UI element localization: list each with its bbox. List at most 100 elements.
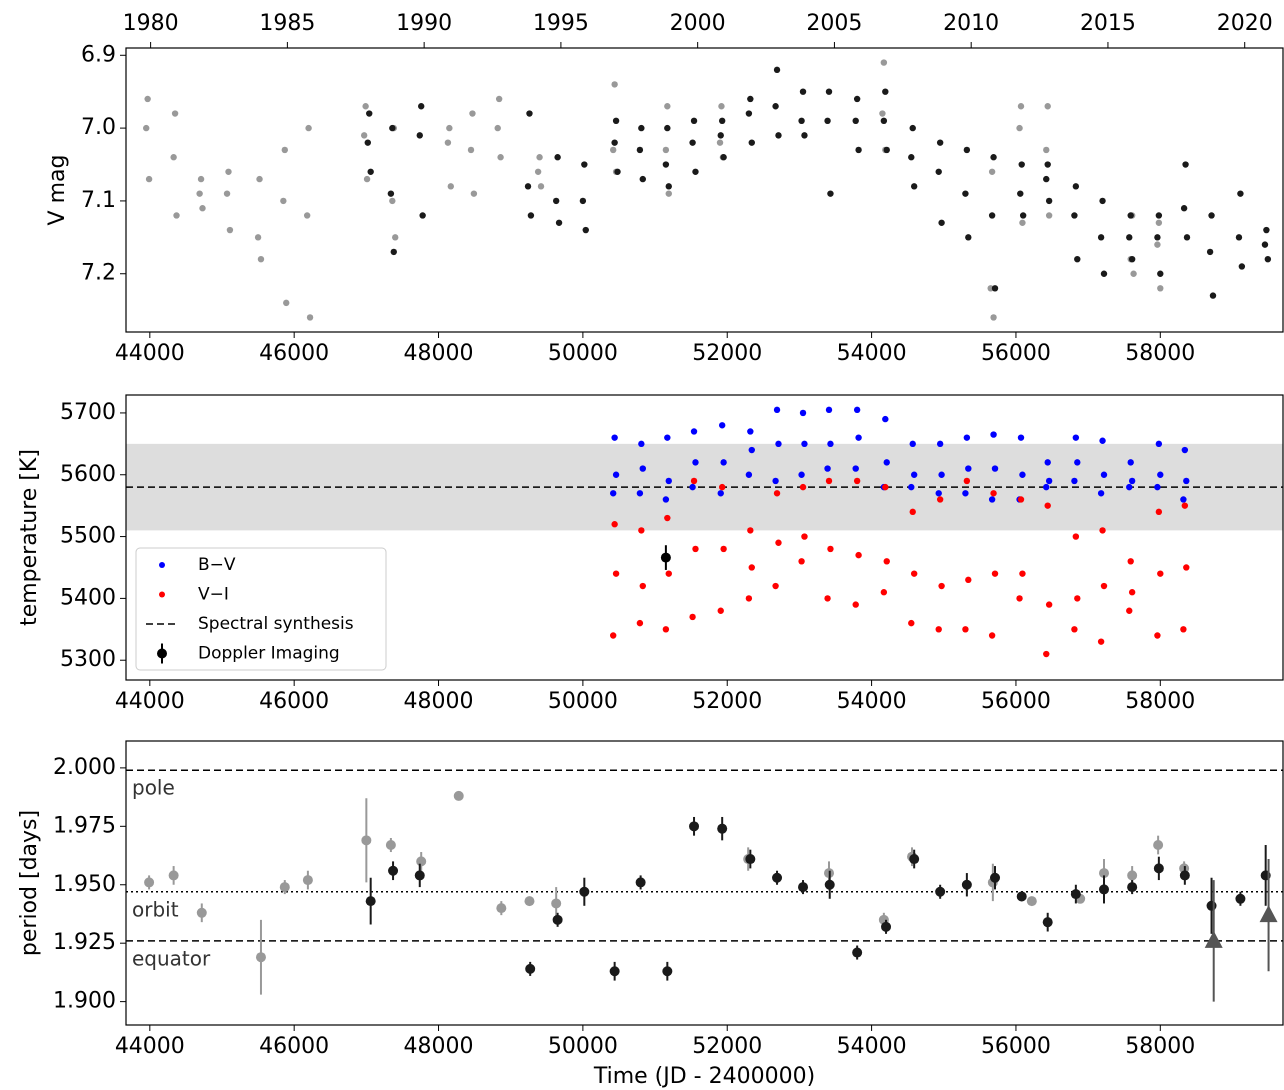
- point: [910, 183, 918, 190]
- point: [390, 248, 397, 256]
- point: [223, 190, 231, 197]
- point: [910, 570, 918, 577]
- point: [1157, 270, 1164, 277]
- point: [1127, 212, 1134, 219]
- point: [1128, 255, 1136, 263]
- point: [1044, 459, 1051, 466]
- y-axis-label: V mag: [45, 155, 70, 226]
- point: [773, 406, 781, 414]
- point: [1070, 889, 1081, 900]
- point: [555, 219, 563, 226]
- x-tick-label: 52000: [692, 341, 762, 366]
- point: [225, 168, 232, 175]
- point: [534, 168, 542, 175]
- point: [306, 314, 314, 321]
- point: [609, 966, 620, 977]
- point: [660, 552, 671, 563]
- point: [720, 154, 727, 161]
- point: [798, 117, 805, 125]
- point: [827, 440, 834, 448]
- legend-label: V−I: [198, 585, 229, 605]
- point: [256, 175, 263, 183]
- x-tick-label: 48000: [404, 689, 474, 714]
- point: [611, 521, 618, 528]
- point: [1016, 595, 1023, 602]
- point: [226, 226, 234, 234]
- point: [1155, 219, 1163, 226]
- point: [1017, 434, 1025, 441]
- point: [772, 103, 779, 110]
- point: [935, 626, 942, 633]
- point: [470, 190, 478, 197]
- point: [852, 465, 859, 472]
- point: [1238, 263, 1246, 270]
- point: [938, 582, 945, 590]
- point: [748, 139, 755, 146]
- point: [908, 483, 915, 491]
- x2-tick-label: 1980: [123, 11, 179, 36]
- plot-frame: [125, 394, 1284, 681]
- point: [1157, 285, 1164, 292]
- x-tick-label: 48000: [404, 1034, 474, 1059]
- point: [720, 545, 727, 553]
- point: [1126, 234, 1133, 241]
- point: [775, 539, 782, 546]
- point: [1180, 496, 1187, 503]
- point: [1127, 882, 1138, 893]
- x-tick-label: 56000: [981, 1034, 1051, 1059]
- point: [988, 496, 996, 503]
- point: [908, 154, 915, 161]
- point: [416, 856, 427, 867]
- point: [579, 886, 590, 897]
- point: [1042, 917, 1053, 928]
- point: [1154, 234, 1161, 241]
- x2-tick-label: 1985: [259, 11, 315, 36]
- point: [639, 465, 646, 472]
- y-tick-label: 7.2: [81, 261, 116, 286]
- point: [662, 966, 673, 977]
- y-tick-label: 2.000: [53, 755, 116, 780]
- point: [1043, 146, 1050, 154]
- point: [801, 533, 808, 540]
- point: [612, 117, 620, 125]
- point: [963, 146, 971, 154]
- point: [1259, 905, 1278, 923]
- y-tick-label: 5500: [60, 524, 116, 549]
- point: [1019, 570, 1026, 577]
- x2-tick-label: 2015: [1080, 11, 1136, 36]
- point: [1074, 255, 1081, 263]
- point: [579, 197, 587, 205]
- point: [1016, 891, 1027, 902]
- point: [772, 872, 783, 883]
- point: [303, 212, 311, 219]
- x-tick-label: 44000: [115, 689, 185, 714]
- point: [1155, 440, 1163, 448]
- point: [1099, 868, 1110, 879]
- point: [279, 882, 290, 893]
- point: [935, 490, 942, 497]
- point: [689, 139, 696, 146]
- point: [883, 459, 890, 466]
- point: [1130, 270, 1137, 277]
- point: [536, 154, 543, 161]
- point: [747, 428, 754, 435]
- point: [1208, 212, 1215, 219]
- point: [1204, 930, 1223, 948]
- point: [825, 88, 833, 95]
- point: [1100, 471, 1108, 478]
- point: [581, 161, 588, 168]
- point: [717, 490, 724, 497]
- point: [1099, 527, 1106, 534]
- point: [1097, 234, 1105, 241]
- point: [853, 406, 861, 414]
- legend-marker: [159, 562, 165, 568]
- point: [638, 440, 645, 448]
- point: [720, 459, 727, 466]
- point: [1043, 175, 1050, 183]
- point: [1237, 190, 1244, 197]
- point: [446, 124, 453, 132]
- point: [745, 854, 756, 865]
- x2-tick-label: 2010: [943, 11, 999, 36]
- point: [636, 490, 644, 497]
- point: [1045, 212, 1053, 219]
